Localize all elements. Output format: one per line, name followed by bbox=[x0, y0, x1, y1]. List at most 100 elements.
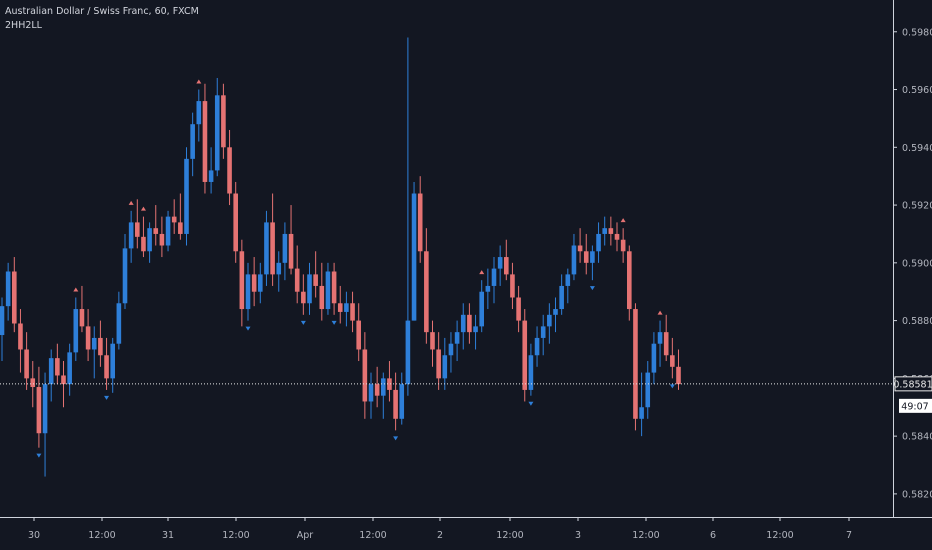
candle-body bbox=[301, 291, 306, 304]
time-tick-label: 12:00 bbox=[632, 530, 659, 541]
candle-body bbox=[534, 337, 540, 356]
candle bbox=[614, 222, 620, 252]
candle-body bbox=[540, 326, 546, 338]
candle-body bbox=[196, 101, 202, 125]
time-tick-label: 12:00 bbox=[222, 530, 249, 541]
candle-body bbox=[387, 378, 392, 390]
candle bbox=[159, 216, 165, 258]
candle-body bbox=[442, 355, 448, 379]
candle-body bbox=[264, 222, 269, 275]
candle-body bbox=[30, 378, 36, 388]
lower-low-marker bbox=[104, 395, 110, 400]
candle bbox=[417, 176, 423, 263]
candle-body bbox=[12, 271, 17, 324]
higher-high-marker bbox=[128, 200, 134, 205]
candle-body bbox=[602, 228, 607, 234]
candle-body bbox=[350, 303, 355, 321]
candle bbox=[85, 309, 91, 362]
candle-body bbox=[73, 309, 79, 353]
candle-body bbox=[67, 352, 72, 385]
candle-body bbox=[547, 314, 552, 327]
candle bbox=[645, 361, 651, 419]
candle bbox=[331, 262, 337, 315]
lower-low-marker bbox=[589, 286, 595, 291]
candle bbox=[214, 77, 220, 177]
candle-body bbox=[460, 314, 466, 333]
candle-body bbox=[491, 268, 497, 286]
candle-body bbox=[424, 251, 429, 333]
candle bbox=[165, 210, 171, 252]
candle-body bbox=[399, 384, 405, 419]
candle bbox=[411, 181, 417, 321]
candle bbox=[202, 83, 208, 194]
candle-body bbox=[528, 355, 534, 390]
candle-body bbox=[510, 274, 515, 298]
bar-countdown: 49:07 bbox=[901, 401, 928, 412]
candle-body bbox=[627, 251, 632, 310]
candle bbox=[504, 239, 509, 281]
candle-body bbox=[245, 274, 251, 310]
candle bbox=[313, 251, 318, 298]
lower-low-marker bbox=[669, 384, 675, 389]
candle-body bbox=[516, 297, 521, 321]
candle bbox=[497, 245, 503, 286]
last-price-value: 0.58581 bbox=[893, 379, 932, 390]
candle-body bbox=[337, 303, 343, 312]
candle bbox=[467, 303, 472, 344]
candle-body bbox=[356, 320, 361, 350]
candle bbox=[5, 262, 11, 321]
candle bbox=[657, 320, 663, 367]
candle bbox=[307, 262, 312, 315]
candle-body bbox=[381, 378, 386, 396]
candle bbox=[528, 343, 534, 396]
price-axis[interactable]: 0.59800 0.59600 0.59400 0.59200 0.59000 0.588… bbox=[893, 27, 932, 500]
candle-body bbox=[663, 332, 669, 356]
candle bbox=[663, 314, 669, 362]
candle-body bbox=[639, 407, 644, 419]
candle-body bbox=[159, 233, 165, 246]
candle bbox=[141, 216, 146, 258]
time-tick-label: 7 bbox=[846, 530, 852, 541]
time-axis[interactable]: 30 12:00 31 12:00 Apr 12:00 2 12:00 3 12:00 6 12:00… bbox=[28, 517, 852, 541]
candle bbox=[510, 262, 515, 310]
candle-body bbox=[0, 306, 5, 336]
candle bbox=[534, 326, 540, 367]
candle-body bbox=[153, 228, 159, 234]
candle bbox=[325, 262, 331, 315]
candle-body bbox=[393, 389, 398, 419]
candle-body bbox=[36, 387, 42, 434]
candle bbox=[147, 222, 152, 263]
candle bbox=[577, 228, 583, 263]
candle bbox=[381, 372, 386, 419]
candle-body bbox=[467, 314, 472, 333]
candle-body bbox=[251, 274, 257, 292]
candle-body bbox=[411, 193, 417, 321]
candle-body bbox=[208, 170, 214, 182]
candle-body bbox=[448, 343, 454, 356]
candle bbox=[602, 216, 607, 246]
candle bbox=[79, 285, 85, 333]
candle bbox=[178, 193, 183, 240]
candle bbox=[448, 332, 454, 373]
candle-body bbox=[596, 233, 601, 252]
candle-body bbox=[645, 372, 651, 408]
candle-body bbox=[171, 216, 177, 223]
candle-body bbox=[5, 271, 11, 307]
candle-body bbox=[178, 222, 183, 234]
candle bbox=[620, 228, 626, 263]
candle-body bbox=[276, 262, 282, 275]
time-tick-label: 2 bbox=[437, 530, 443, 541]
candle-body bbox=[676, 366, 681, 385]
candle-body bbox=[430, 332, 435, 350]
candle bbox=[387, 361, 392, 402]
candle bbox=[276, 251, 282, 292]
candle-body bbox=[473, 326, 478, 333]
candle bbox=[55, 343, 60, 385]
markers-layer bbox=[36, 79, 675, 458]
candle-body bbox=[417, 193, 423, 252]
candle-body bbox=[325, 271, 331, 310]
price-tick-label: 0.58800 bbox=[902, 316, 932, 327]
candle-body bbox=[362, 349, 368, 402]
candles-layer bbox=[0, 37, 681, 477]
